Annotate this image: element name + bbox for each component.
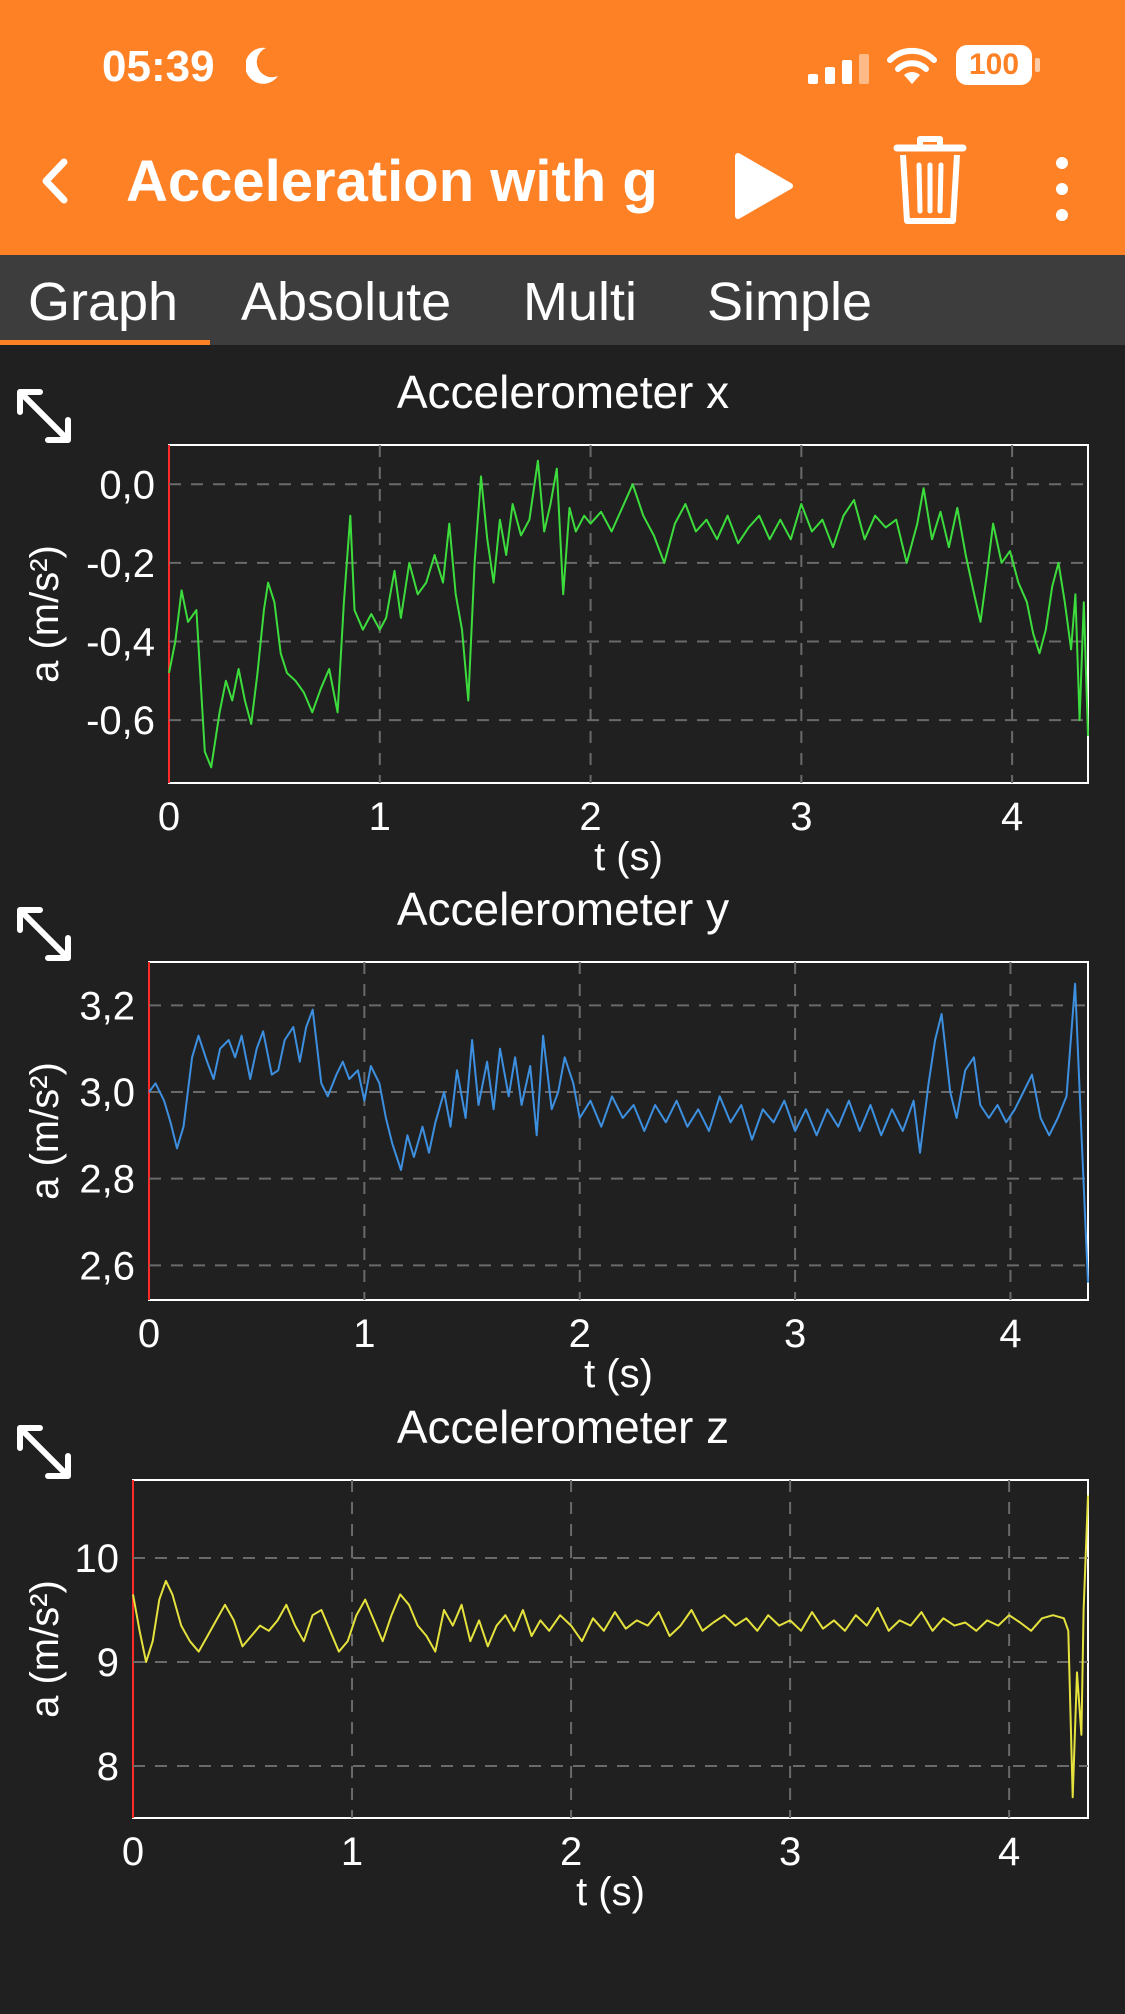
x-tick-label-x: 4: [1001, 795, 1023, 839]
battery-icon: [956, 45, 1040, 85]
y-tick-label-y: 3,0: [79, 1071, 135, 1115]
x-axis-label-y: t (s): [584, 1352, 653, 1396]
chart-title-x: Accelerometer x: [397, 366, 729, 418]
status-time: 05:39: [102, 42, 215, 91]
chart-title-y: Accelerometer y: [397, 883, 729, 935]
data-series-line-z: [132, 1495, 1089, 1799]
x-tick-label-x: 3: [790, 795, 812, 839]
chevron-left-icon[interactable]: [40, 158, 70, 204]
trash-icon[interactable]: [893, 135, 967, 227]
chart-title-z: Accelerometer z: [397, 1401, 729, 1453]
play-icon[interactable]: [732, 150, 796, 222]
y-tick-label-x: -0,2: [86, 542, 155, 586]
x-tick-label-y: 0: [138, 1312, 160, 1356]
x-tick-label-x: 2: [579, 795, 601, 839]
tab-simple[interactable]: Simple: [707, 272, 873, 332]
x-tick-label-z: 2: [560, 1830, 582, 1874]
y-tick-label-z: 9: [97, 1641, 119, 1685]
tab-bar: Graph Absolute Multi Simple: [0, 255, 1125, 345]
x-tick-label-y: 2: [569, 1312, 591, 1356]
tab-multi[interactable]: Multi: [523, 272, 638, 332]
data-series-line-x: [168, 459, 1089, 769]
x-axis-label-x: t (s): [594, 835, 663, 879]
x-tick-label-z: 1: [341, 1830, 363, 1874]
tab-graph[interactable]: Graph: [28, 272, 179, 332]
moon-icon: [246, 47, 278, 84]
x-tick-label-z: 3: [779, 1830, 801, 1874]
y-tick-label-x: -0,6: [86, 699, 155, 743]
y-tick-label-y: 3,2: [79, 984, 135, 1028]
charts-area: Accelerometer x 0 1 2 3 4 0,0 -0,2 -0,4 -0,6 t (s)…: [17, 366, 1089, 1914]
y-tick-label-z: 10: [75, 1537, 120, 1581]
x-tick-label-y: 3: [784, 1312, 806, 1356]
tab-absolute[interactable]: Absolute: [241, 272, 452, 332]
x-axis-label-z: t (s): [576, 1870, 645, 1914]
y-tick-label-y: 2,8: [79, 1158, 135, 1202]
active-tab-indicator: [0, 340, 210, 345]
x-tick-label-x: 1: [369, 795, 391, 839]
y-tick-label-x: 0,0: [99, 463, 155, 507]
y-axis-label-y: a (m/s²): [23, 1062, 67, 1200]
expand-icon[interactable]: [17, 1425, 71, 1479]
data-series-line-y: [148, 982, 1089, 1283]
battery-level: 100: [968, 48, 1020, 81]
plot-frame-y: [148, 961, 1089, 1301]
expand-icon[interactable]: [17, 907, 71, 961]
y-axis-label-x: a (m/s²): [23, 545, 67, 683]
x-tick-label-z: 4: [998, 1830, 1020, 1874]
y-axis-label-z: a (m/s²): [23, 1580, 67, 1718]
plot-frame-z: [132, 1479, 1089, 1819]
more-vertical-icon[interactable]: [1054, 156, 1070, 222]
page-title: Acceleration with g: [126, 149, 658, 214]
app-header: 05:39 100 Acceleration with g: [0, 0, 1125, 255]
expand-icon[interactable]: [17, 389, 71, 443]
y-tick-label-y: 2,6: [79, 1244, 135, 1288]
y-tick-label-x: -0,4: [86, 621, 155, 665]
cellular-signal-icon: [808, 54, 869, 84]
wifi-icon: [887, 47, 937, 84]
y-tick-label-z: 8: [97, 1745, 119, 1789]
x-tick-label-x: 0: [158, 795, 180, 839]
x-tick-label-y: 4: [999, 1312, 1021, 1356]
x-tick-label-y: 1: [353, 1312, 375, 1356]
x-tick-label-z: 0: [122, 1830, 144, 1874]
